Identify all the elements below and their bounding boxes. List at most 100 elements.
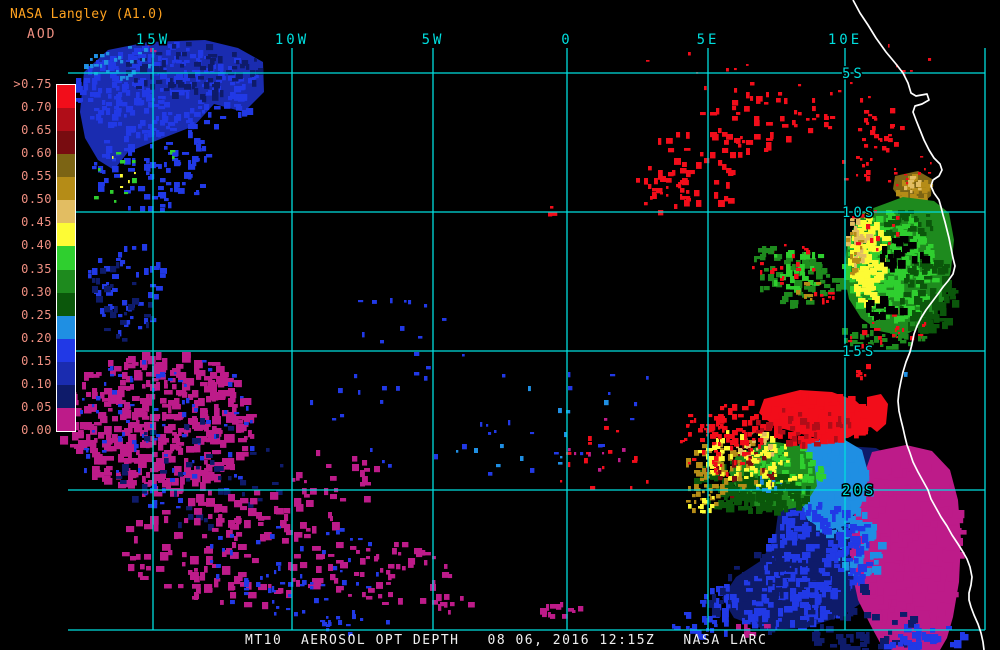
latitude-label: 15S [842,344,876,360]
longitude-label: 5E [697,32,720,48]
aerosol-speckle-region [880,236,931,273]
aerosol-speckle-region [60,352,257,497]
legend-color-cell [57,407,75,431]
legend-title: AOD [27,27,57,42]
aerosol-speckle-region [888,168,909,187]
aerosol-region [867,394,888,432]
aerosol-speckle-region [812,610,919,650]
legend-tick-label: 0.30 [21,284,52,299]
aerosol-speckle-region [148,44,157,53]
legend-color-cell [57,292,75,316]
legend-color-cell [57,108,75,132]
latitude-label: 5S [842,66,865,82]
legend-color-cell [57,154,75,178]
legend-color-cell [57,269,75,293]
legend-colorbar [56,84,76,432]
aerosol-speckle-region [644,132,743,207]
legend-tick-label: 0.60 [21,146,52,161]
legend-tick-label: 0.00 [21,423,52,437]
aerosol-regions [60,40,969,650]
longitude-label: 5W [422,32,445,48]
caption-text: MT10 AEROSOL OPT DEPTH 08 06, 2016 12:15… [245,633,768,648]
aerosol-speckle-region [94,152,137,203]
legend-color-cell [57,131,75,155]
latitude-label: 10S [842,205,876,221]
aerosol-speckle-region [848,328,896,349]
grid-lines [68,48,986,631]
aerosol-speckle-region [842,320,928,350]
legend-tick-label: 0.45 [21,215,52,230]
legend-tick-label: 0.40 [21,238,52,253]
aerosol-speckle-region [760,252,850,309]
aerosol-speckle-region [756,408,852,449]
latitude-label: 20S [842,483,876,499]
aerosol-speckle-region [210,526,379,617]
aerosol-speckle-region [700,88,798,155]
aerosol-speckle-region [92,120,213,212]
legend-color-cell [57,223,75,247]
aerosol-speckle-region [814,292,835,305]
aerosol-speckle-region [856,364,871,381]
aerosol-speckle-region [432,594,475,615]
legend-tick-label: 0.15 [21,353,52,368]
legend-tick-label: 0.05 [21,399,52,414]
aerosol-speckle-region [900,254,960,334]
aerosol-speckle-region [688,496,715,514]
legend-tick-label: 0.10 [21,376,52,391]
aerosol-speckle-region [704,82,871,105]
aerosol-speckle-region [116,418,284,531]
aerosol-speckle-region [92,262,155,342]
aerosol-speckle-region [548,206,558,217]
legend-color-cell [57,85,75,109]
longitude-label: 0 [561,32,572,48]
legend-color-cell [57,361,75,385]
aerosol-speckle-region [540,602,584,619]
legend-color-cell [57,384,75,408]
aerosol-speckle-region [316,542,453,605]
aerosol-speckle-region [918,156,932,175]
aerosol-speckle-region [866,296,908,321]
legend-tick-label: 0.35 [21,261,52,276]
longitude-label: 10W [275,32,309,48]
aerosol-speckle-region [858,108,905,153]
longitude-label: 10E [828,32,862,48]
legend-tick-label: >0.75 [13,77,52,91]
legend-color-cell [57,177,75,201]
legend-tick-label: 0.25 [21,307,52,322]
legend-tick-label: 0.65 [21,123,52,138]
legend-color-cell [57,200,75,224]
legend-tick-label: 0.55 [21,169,52,184]
coastline [852,0,985,650]
aerosol-speckle-region [746,450,803,490]
longitude-label: 15W [136,32,170,48]
legend-tick-label: 0.50 [21,192,52,207]
aerosol-speckle-region [122,490,348,610]
aerosol-speckle-region [170,150,176,160]
aerosol-speckle-region [310,340,649,476]
legend-color-cell [57,338,75,362]
aerosol-speckle-region [636,178,691,216]
aerosol-speckle-region [358,298,447,339]
legend: >0.75 0.70 0.65 0.60 0.55 0.50 0.45 0.40 0.35 0.3… [0,0,120,460]
aerosol-speckle-region [904,372,908,377]
aerosol-speckle-region [126,42,264,103]
legend-tick-label: 0.70 [21,100,52,115]
legend-color-cell [57,315,75,339]
aerosol-speckle-region [568,418,626,472]
aerosol-speckle-region [792,98,836,134]
page-title: NASA Langley (A1.0) [10,7,165,22]
legend-color-cell [57,246,75,270]
aerosol-speckle-region [560,426,649,491]
aerosol-speckle-region [112,156,136,188]
aerosol-speckle-region [904,176,922,194]
aerosol-speckle-region [754,246,777,263]
legend-tick-label: 0.20 [21,330,52,345]
aerosol-speckle-region [88,244,167,337]
aerosol-speckle-region [842,156,873,182]
aerosol-speckle-region [456,386,609,468]
aerosol-speckle-region [796,282,822,301]
aerosol-speckle-region [708,552,870,635]
aerosol-speckle-region [292,450,380,522]
